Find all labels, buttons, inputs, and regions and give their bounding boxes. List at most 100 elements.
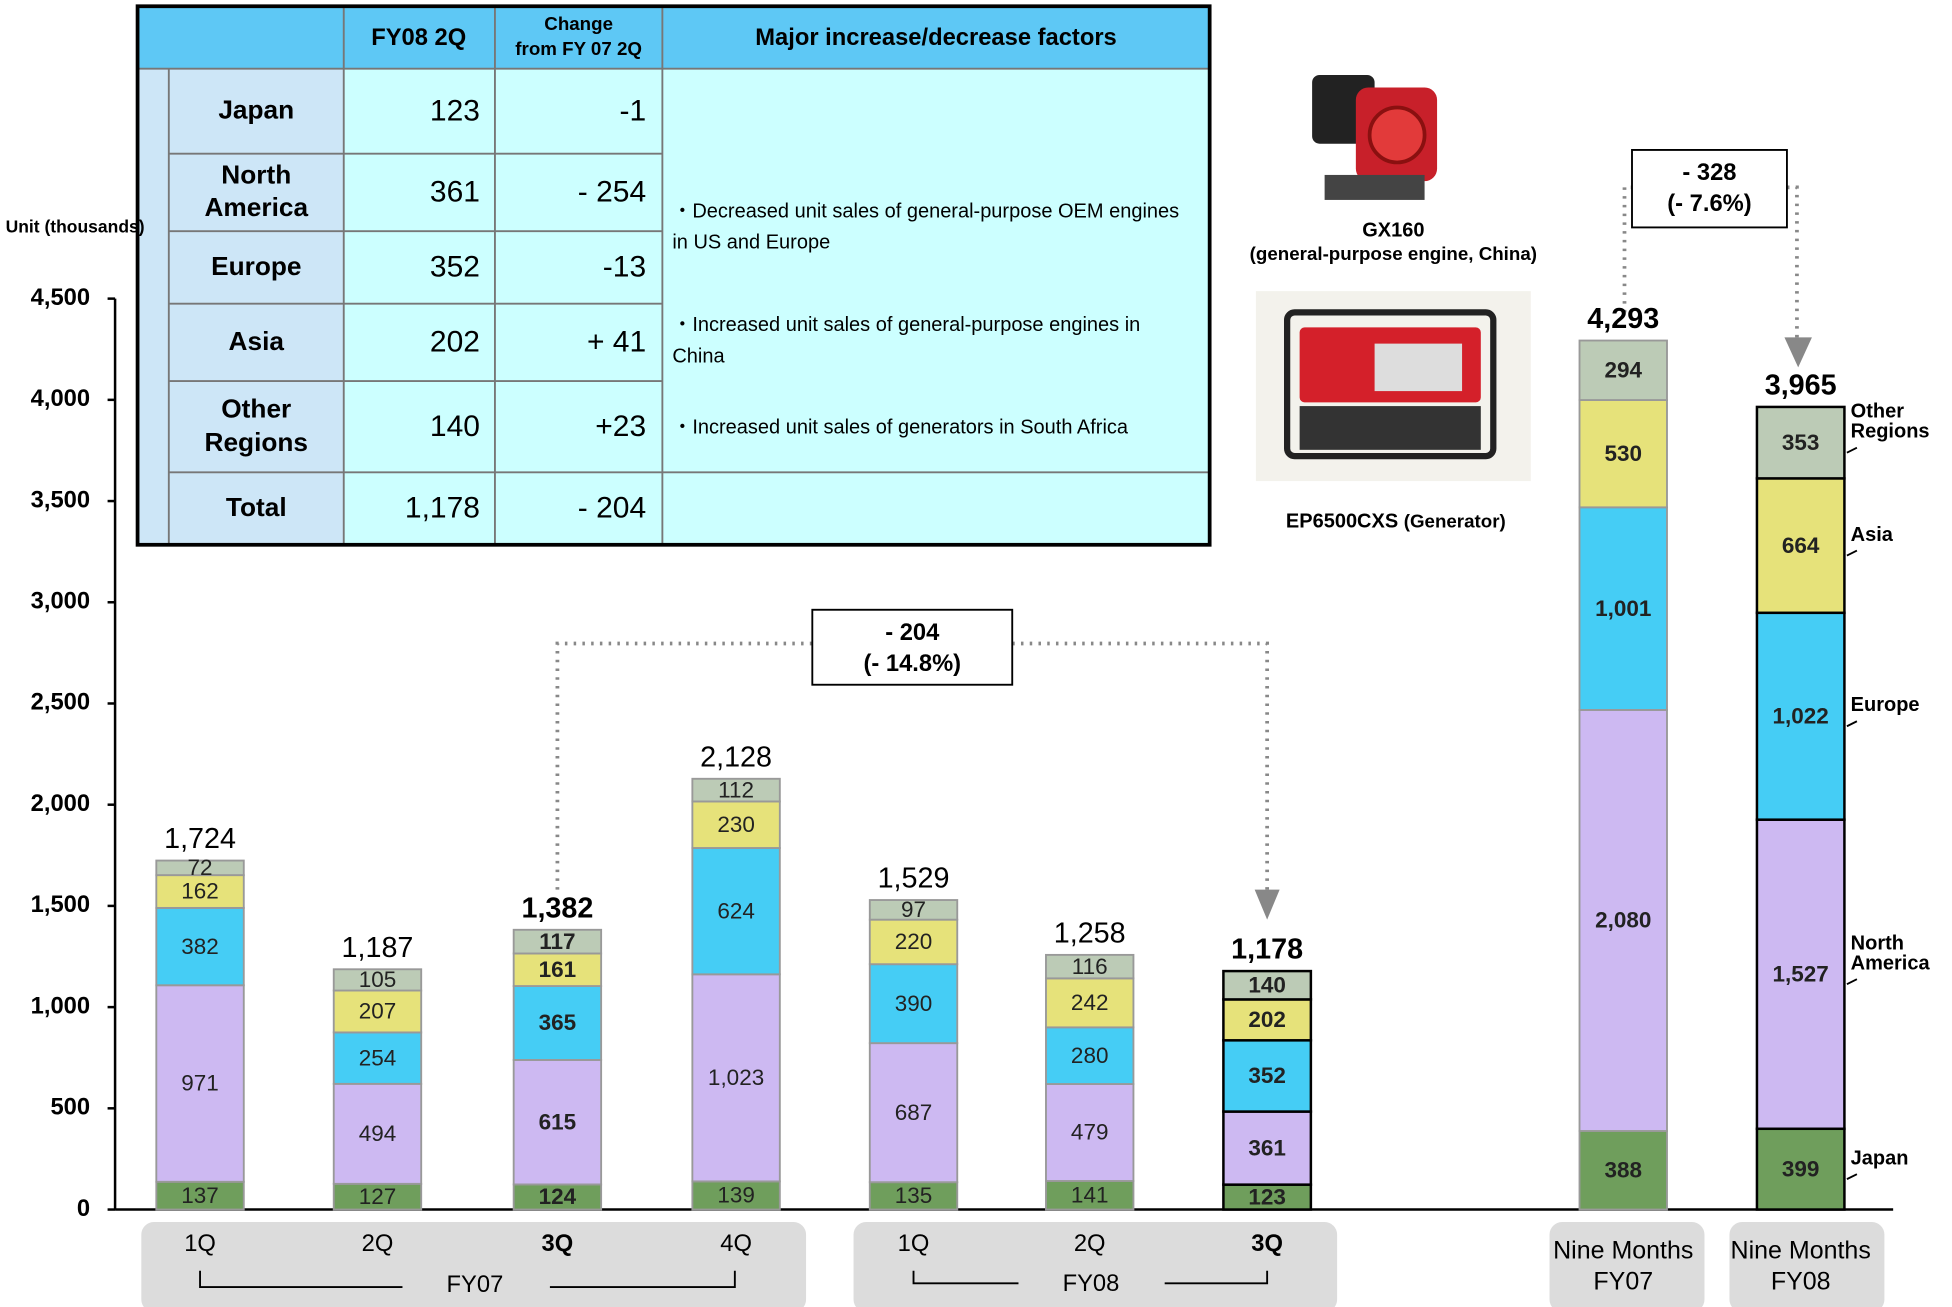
table-region-box: Japan: [218, 96, 295, 125]
table-factor-box: ・Increased unit sales of generators in S…: [672, 417, 1128, 438]
table-region: Total: [225, 493, 287, 523]
legend-label: Asia: [1850, 524, 1893, 546]
bar-segment: [1755, 1127, 1846, 1211]
annotation-box: [811, 608, 1014, 686]
bar-segment: [868, 918, 959, 966]
legend-label-box: Other Regions: [1850, 401, 1930, 443]
bar-segment: [1755, 405, 1846, 480]
table-region: Asia: [228, 327, 284, 356]
category-box: [141, 1222, 807, 1307]
value-label: 207: [359, 999, 397, 1024]
bar-segment: [332, 1031, 423, 1085]
value-label: 479: [1071, 1120, 1109, 1145]
image-title: EP6500CXS: [1286, 511, 1398, 533]
value-label: 97: [901, 897, 926, 922]
value-label: 624: [717, 898, 755, 923]
group-bracket: [199, 1270, 1269, 1288]
table-region: Japan: [218, 96, 295, 125]
total-label: 1,724: [164, 823, 236, 855]
table-side: [137, 68, 169, 545]
bar-segment: [1578, 506, 1668, 711]
legend-tick: [1846, 978, 1858, 986]
value-label: 530: [1604, 441, 1642, 466]
value-label: 664: [1782, 533, 1820, 558]
x-tick-label: Nine Months FY08: [1730, 1237, 1871, 1296]
value-label: 161: [539, 957, 577, 982]
generator-image: [1255, 291, 1531, 482]
value-label: 294: [1604, 357, 1642, 382]
annotation-change: - 328: [1682, 160, 1736, 186]
bar-segment: [1755, 818, 1846, 1131]
comparison-line: [1622, 185, 1799, 340]
legend-tick: [1846, 720, 1858, 728]
category-box: [1729, 1222, 1885, 1307]
table-border: [135, 4, 1212, 547]
legend-label-box: North America: [1850, 932, 1930, 975]
annotation-percent: (- 14.8%): [863, 651, 961, 677]
x-tick-label-box: Nine Months FY08: [1730, 1237, 1871, 1296]
bar-segment: [1045, 1026, 1135, 1085]
value-label: 399: [1782, 1156, 1820, 1181]
x-tick-label: 3Q: [1251, 1231, 1283, 1257]
legend-label-box: Europe: [1850, 694, 1920, 717]
image-caption: (general-purpose engine, China): [1250, 243, 1537, 264]
y-tick-label: 3,000: [31, 589, 90, 615]
y-tick-label: 1,000: [31, 993, 90, 1019]
table-factor-box: ・Increased unit sales of general-purpose…: [672, 315, 1140, 367]
table-value: 123: [430, 94, 480, 127]
value-label: 352: [1248, 1063, 1286, 1088]
value-label: 127: [359, 1184, 397, 1209]
x-tick-label: Nine Months FY07: [1553, 1237, 1694, 1296]
table-grid: [137, 6, 1210, 545]
value-label: 365: [539, 1010, 577, 1035]
value-label: 1,023: [708, 1065, 764, 1090]
value-label: 230: [717, 812, 755, 837]
table-change: -13: [603, 251, 646, 284]
table-region: Other Regions: [204, 395, 309, 457]
table-header: Change: [544, 13, 613, 34]
value-label: 971: [181, 1071, 219, 1096]
value-label: 1,001: [1595, 596, 1651, 621]
comparison-line: [555, 641, 1270, 910]
value-label: 388: [1604, 1157, 1642, 1182]
y-tick-label: 2,000: [31, 791, 90, 817]
value-label: 2,080: [1595, 908, 1651, 933]
value-label: 382: [181, 934, 219, 959]
x-tick-label: 1Q: [898, 1231, 930, 1257]
table-region-box: Europe: [211, 252, 302, 281]
total-label: 2,128: [700, 741, 772, 773]
value-label: 137: [181, 1183, 219, 1208]
total-label: 1,258: [1054, 917, 1126, 949]
legend-label: Europe: [1850, 694, 1920, 717]
table-region-column: [168, 68, 344, 545]
value-label: 494: [359, 1121, 397, 1146]
bar-segment: [1755, 611, 1846, 821]
legend-label: Other Regions: [1850, 401, 1930, 443]
y-tick-label: 500: [50, 1095, 90, 1121]
y-tick-label: 4,000: [31, 386, 90, 412]
value-label: 116: [1072, 954, 1108, 979]
x-tick-label: 1Q: [184, 1231, 216, 1257]
value-label: 140: [1248, 972, 1286, 997]
table-change: +23: [595, 410, 646, 443]
value-label: 124: [539, 1184, 577, 1209]
value-label: 254: [359, 1045, 397, 1070]
value-label: 135: [895, 1183, 933, 1208]
bar-segment: [691, 1180, 781, 1211]
x-tick-label-box: Nine Months FY07: [1553, 1237, 1694, 1296]
table-region: Europe: [211, 252, 302, 281]
y-tick-label: 0: [77, 1196, 90, 1222]
bar-segment: [1045, 1180, 1135, 1211]
table-value: 202: [430, 326, 480, 359]
bar-segment: [1755, 477, 1846, 615]
table-header: Major increase/decrease factors: [755, 25, 1117, 51]
annotation-box: [1631, 149, 1788, 229]
legend-label: North America: [1850, 932, 1930, 975]
image-label: EP6500CXS (Generator): [1286, 510, 1506, 532]
table-value: 361: [430, 176, 480, 209]
table-header: FY08 2Q: [371, 25, 466, 51]
x-tick-label: 2Q: [1074, 1231, 1106, 1257]
bar-segment: [1578, 709, 1668, 1132]
value-label: 220: [895, 929, 933, 954]
